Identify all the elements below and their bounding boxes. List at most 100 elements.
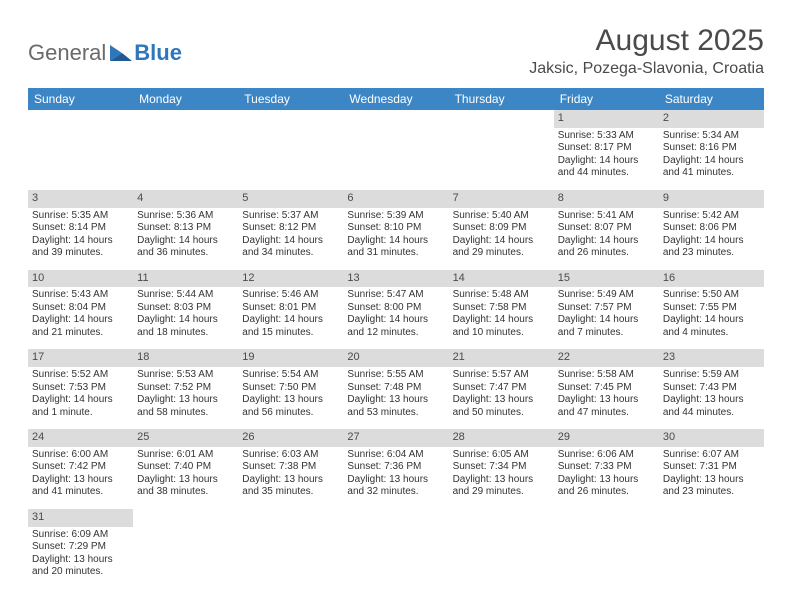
sunset-text: Sunset: 7:36 PM — [347, 461, 444, 474]
daylight-text: and 53 minutes. — [347, 407, 444, 420]
daylight-text: Daylight: 14 hours — [558, 235, 655, 248]
daylight-text: and 47 minutes. — [558, 407, 655, 420]
day-detail-cell: Sunrise: 5:54 AMSunset: 7:50 PMDaylight:… — [238, 367, 343, 429]
day-number-cell: 2 — [659, 110, 764, 128]
daylight-text: and 4 minutes. — [663, 327, 760, 340]
daylight-text: Daylight: 14 hours — [242, 314, 339, 327]
daylight-text: Daylight: 13 hours — [242, 394, 339, 407]
day-detail-cell — [343, 128, 448, 190]
day-detail-cell — [238, 527, 343, 589]
day-detail-cell: Sunrise: 5:43 AMSunset: 8:04 PMDaylight:… — [28, 287, 133, 349]
day-number-cell: 21 — [449, 349, 554, 367]
daylight-text: Daylight: 14 hours — [558, 314, 655, 327]
daylight-text: Daylight: 14 hours — [32, 235, 129, 248]
day-detail-cell: Sunrise: 5:47 AMSunset: 8:00 PMDaylight:… — [343, 287, 448, 349]
sunrise-text: Sunrise: 5:52 AM — [32, 369, 129, 382]
sunrise-text: Sunrise: 5:54 AM — [242, 369, 339, 382]
daylight-text: and 41 minutes. — [663, 167, 760, 180]
daylight-text: and 50 minutes. — [453, 407, 550, 420]
sunset-text: Sunset: 7:48 PM — [347, 382, 444, 395]
day-number-cell: 3 — [28, 190, 133, 208]
day-detail-row: Sunrise: 6:00 AMSunset: 7:42 PMDaylight:… — [28, 447, 764, 509]
weekday-header: Saturday — [659, 88, 764, 110]
day-number-cell: 14 — [449, 270, 554, 288]
day-number-cell: 9 — [659, 190, 764, 208]
day-number-cell: 1 — [554, 110, 659, 128]
day-detail-cell: Sunrise: 6:00 AMSunset: 7:42 PMDaylight:… — [28, 447, 133, 509]
daylight-text: Daylight: 14 hours — [347, 314, 444, 327]
day-detail-cell — [133, 527, 238, 589]
day-detail-cell: Sunrise: 5:35 AMSunset: 8:14 PMDaylight:… — [28, 208, 133, 270]
daylight-text: Daylight: 13 hours — [453, 394, 550, 407]
daylight-text: Daylight: 13 hours — [453, 474, 550, 487]
day-number-row: 24252627282930 — [28, 429, 764, 447]
logo-text-1: General — [28, 40, 106, 66]
day-number-cell: 29 — [554, 429, 659, 447]
day-detail-cell: Sunrise: 5:50 AMSunset: 7:55 PMDaylight:… — [659, 287, 764, 349]
day-detail-cell: Sunrise: 5:34 AMSunset: 8:16 PMDaylight:… — [659, 128, 764, 190]
daylight-text: Daylight: 13 hours — [558, 474, 655, 487]
sunrise-text: Sunrise: 5:44 AM — [137, 289, 234, 302]
day-number-cell: 30 — [659, 429, 764, 447]
day-number-cell: 25 — [133, 429, 238, 447]
sunrise-text: Sunrise: 5:59 AM — [663, 369, 760, 382]
day-number-cell — [449, 509, 554, 527]
sunset-text: Sunset: 7:43 PM — [663, 382, 760, 395]
daylight-text: Daylight: 13 hours — [32, 474, 129, 487]
sunset-text: Sunset: 7:50 PM — [242, 382, 339, 395]
daylight-text: and 21 minutes. — [32, 327, 129, 340]
day-number-cell — [133, 509, 238, 527]
daylight-text: and 26 minutes. — [558, 486, 655, 499]
day-detail-cell: Sunrise: 5:59 AMSunset: 7:43 PMDaylight:… — [659, 367, 764, 429]
day-number-row: 12 — [28, 110, 764, 128]
sunrise-text: Sunrise: 5:41 AM — [558, 210, 655, 223]
day-number-cell — [238, 509, 343, 527]
day-detail-cell — [28, 128, 133, 190]
daylight-text: and 15 minutes. — [242, 327, 339, 340]
day-number-cell — [659, 509, 764, 527]
title-block: August 2025 Jaksic, Pozega-Slavonia, Cro… — [529, 24, 764, 78]
day-detail-cell: Sunrise: 5:57 AMSunset: 7:47 PMDaylight:… — [449, 367, 554, 429]
day-detail-cell: Sunrise: 5:52 AMSunset: 7:53 PMDaylight:… — [28, 367, 133, 429]
daylight-text: and 29 minutes. — [453, 247, 550, 260]
month-title: August 2025 — [529, 24, 764, 58]
daylight-text: and 35 minutes. — [242, 486, 339, 499]
sunrise-text: Sunrise: 6:05 AM — [453, 449, 550, 462]
day-number-row: 17181920212223 — [28, 349, 764, 367]
sunset-text: Sunset: 8:13 PM — [137, 222, 234, 235]
day-detail-cell: Sunrise: 5:44 AMSunset: 8:03 PMDaylight:… — [133, 287, 238, 349]
logo-flag-icon — [108, 43, 134, 63]
day-detail-cell: Sunrise: 5:41 AMSunset: 8:07 PMDaylight:… — [554, 208, 659, 270]
sunset-text: Sunset: 7:45 PM — [558, 382, 655, 395]
sunset-text: Sunset: 8:03 PM — [137, 302, 234, 315]
sunset-text: Sunset: 8:17 PM — [558, 142, 655, 155]
sunrise-text: Sunrise: 6:09 AM — [32, 529, 129, 542]
day-detail-cell: Sunrise: 5:46 AMSunset: 8:01 PMDaylight:… — [238, 287, 343, 349]
day-detail-cell: Sunrise: 6:07 AMSunset: 7:31 PMDaylight:… — [659, 447, 764, 509]
sunset-text: Sunset: 8:00 PM — [347, 302, 444, 315]
sunset-text: Sunset: 8:07 PM — [558, 222, 655, 235]
day-detail-cell — [133, 128, 238, 190]
daylight-text: Daylight: 14 hours — [347, 235, 444, 248]
day-detail-row: Sunrise: 5:33 AMSunset: 8:17 PMDaylight:… — [28, 128, 764, 190]
day-number-cell — [133, 110, 238, 128]
day-number-cell: 17 — [28, 349, 133, 367]
day-detail-cell: Sunrise: 5:39 AMSunset: 8:10 PMDaylight:… — [343, 208, 448, 270]
day-number-cell: 26 — [238, 429, 343, 447]
day-number-cell: 11 — [133, 270, 238, 288]
logo-text-2: Blue — [134, 40, 182, 66]
day-number-cell: 10 — [28, 270, 133, 288]
sunrise-text: Sunrise: 5:53 AM — [137, 369, 234, 382]
sunset-text: Sunset: 7:58 PM — [453, 302, 550, 315]
day-detail-cell — [449, 128, 554, 190]
sunset-text: Sunset: 7:55 PM — [663, 302, 760, 315]
daylight-text: and 41 minutes. — [32, 486, 129, 499]
daylight-text: and 20 minutes. — [32, 566, 129, 579]
day-detail-cell — [554, 527, 659, 589]
day-detail-cell — [659, 527, 764, 589]
daylight-text: and 36 minutes. — [137, 247, 234, 260]
day-number-cell: 13 — [343, 270, 448, 288]
sunrise-text: Sunrise: 6:00 AM — [32, 449, 129, 462]
day-detail-row: Sunrise: 5:43 AMSunset: 8:04 PMDaylight:… — [28, 287, 764, 349]
weekday-header: Monday — [133, 88, 238, 110]
